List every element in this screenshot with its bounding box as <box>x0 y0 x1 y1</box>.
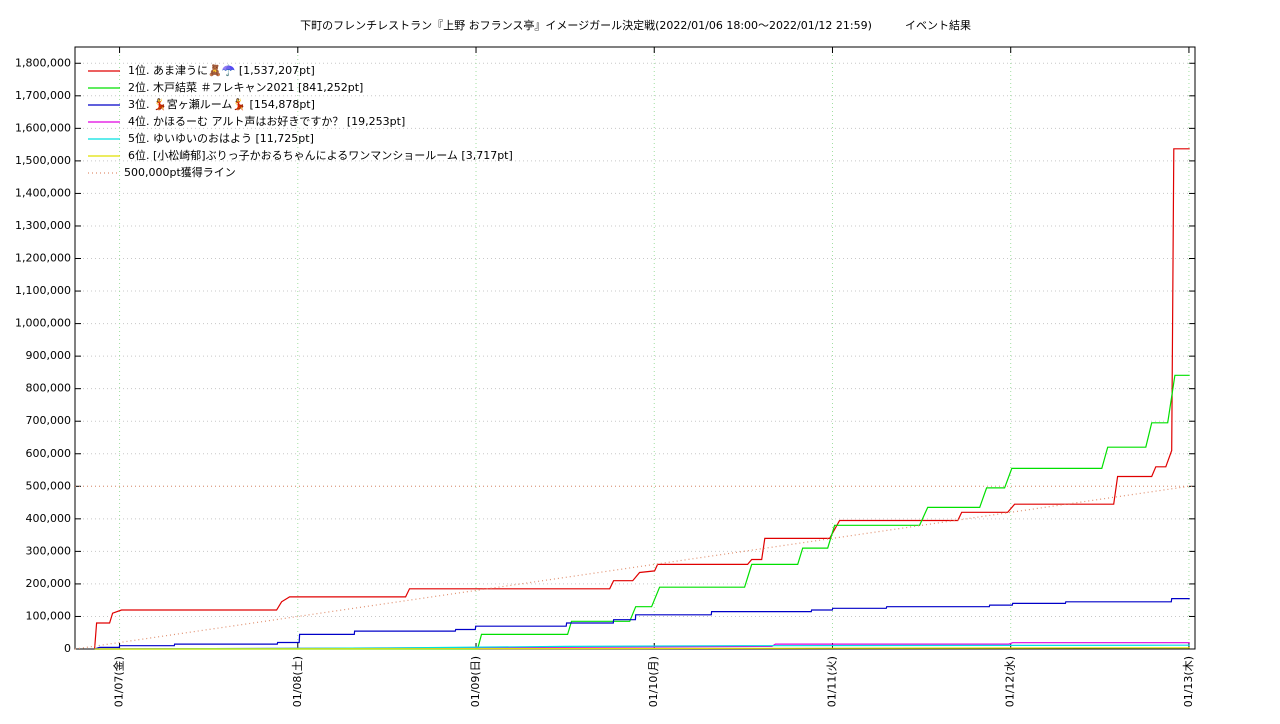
y-tick-label: 700,000 <box>26 414 72 427</box>
y-tick-label: 100,000 <box>26 609 72 622</box>
series-line <box>94 647 1190 650</box>
x-tick-label: 01/12(水) <box>1004 656 1017 707</box>
y-tick-label: 200,000 <box>26 577 72 590</box>
y-tick-label: 900,000 <box>26 349 72 362</box>
legend-label: 2位. 木戸結菜 ＃フレキャン2021 [841,252pt] <box>128 80 363 94</box>
x-tick-label: 01/13(木) <box>1182 656 1195 707</box>
y-tick-label: 1,300,000 <box>15 219 71 232</box>
legend-label: 4位. かほるーむ アルト声はお好きですか？ [19,253pt] <box>128 114 405 128</box>
y-tick-label: 1,400,000 <box>15 186 71 199</box>
series-line <box>94 644 1190 650</box>
y-tick-label: 1,600,000 <box>15 121 71 134</box>
y-tick-label: 600,000 <box>26 447 72 460</box>
y-tick-label: 500,000 <box>26 479 72 492</box>
series-line <box>94 148 1190 650</box>
chart-title: 下町のフレンチレストラン『上野 おフランス亭』イメージガール決定戦(2022/0… <box>300 18 872 32</box>
y-tick-label: 1,200,000 <box>15 252 71 265</box>
y-tick-label: 1,700,000 <box>15 89 71 102</box>
y-tick-label: 1,500,000 <box>15 154 71 167</box>
series-line <box>94 374 1190 650</box>
legend-label: 5位. ゆいゆいのおはよう [11,725pt] <box>128 131 314 145</box>
legend-label: 6位. [小松崎郁]ぶりっ子かおるちゃんによるワンマンショールーム [3,717… <box>128 148 513 162</box>
y-tick-label: 1,800,000 <box>15 56 71 69</box>
y-tick-label: 1,000,000 <box>15 317 71 330</box>
y-tick-label: 300,000 <box>26 544 72 557</box>
y-tick-label: 1,100,000 <box>15 284 71 297</box>
legend-label: 500,000pt獲得ライン <box>124 166 236 179</box>
series-line <box>94 598 1190 650</box>
y-tick-label: 400,000 <box>26 512 72 525</box>
y-tick-label: 0 <box>64 642 71 655</box>
legend-label: 1位. あま津うに🧸☂️ [1,537,207pt] <box>128 63 315 77</box>
x-tick-label: 01/11(火) <box>825 656 838 707</box>
y-tick-label: 800,000 <box>26 382 72 395</box>
x-tick-label: 01/10(月) <box>647 656 660 707</box>
chart-subtitle: イベント結果 <box>905 18 971 32</box>
x-tick-label: 01/07(金) <box>112 656 126 707</box>
legend-label: 3位. 💃宮ヶ瀬ルーム💃 [154,878pt] <box>128 97 315 111</box>
x-tick-label: 01/09(日) <box>469 656 482 707</box>
x-tick-label: 01/08(土) <box>291 656 304 707</box>
